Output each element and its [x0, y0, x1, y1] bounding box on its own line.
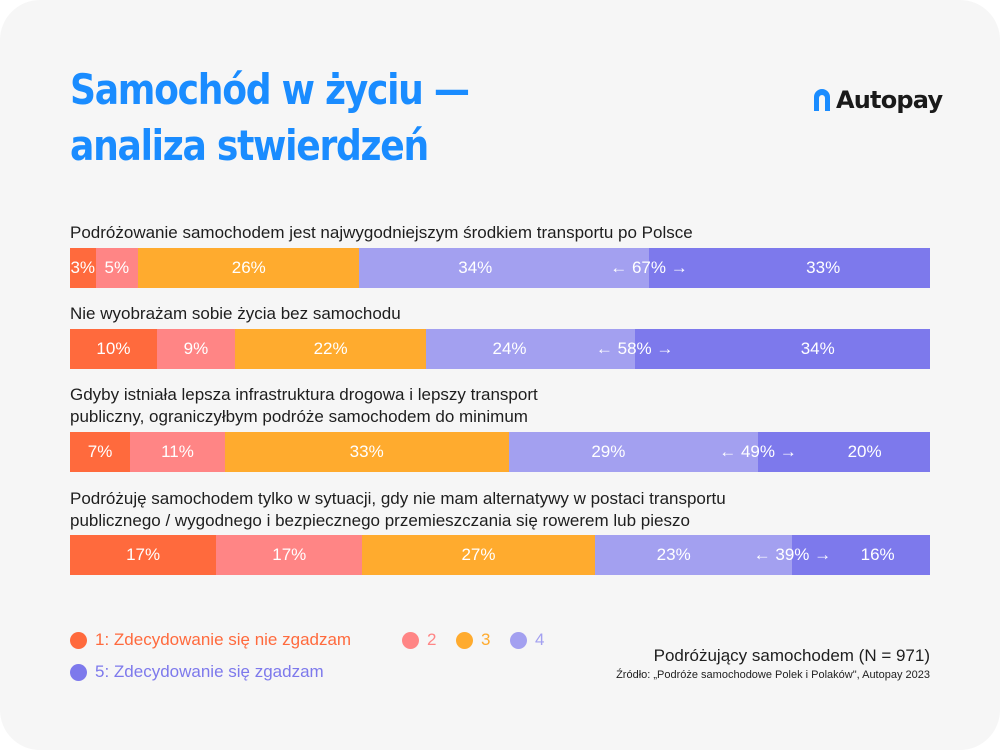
agree-total-label: ← 67% → [610, 258, 688, 277]
stacked-bar: 10% 9% 22% 24% 34% ← 58% → [70, 329, 930, 369]
legend-label: 1: Zdecydowanie się nie zgadzam [95, 630, 352, 649]
bar-segment: 3% [70, 248, 96, 288]
bar-segment: 22% [235, 329, 427, 369]
legend-item: 2 [402, 630, 436, 650]
segment-value-label: 33% [806, 258, 841, 277]
page-title: Samochód w życiu — analiza stwierdzeń [70, 62, 470, 174]
bar-segment: 7% [70, 432, 131, 472]
sample-size-note: Podróżujący samochodem (N = 971) [653, 646, 930, 665]
autopay-logo-icon [814, 89, 830, 111]
stacked-bar: 3% 5% 26% 34% 33% ← 67% → [70, 248, 930, 288]
bar-segment: 20% [757, 432, 930, 472]
source-note: Źródło: „Podróże samochodowe Polek i Pol… [616, 669, 930, 681]
legend-label: 5: Zdecydowanie się zgadzam [95, 662, 324, 681]
bar-segment: 11% [130, 432, 225, 472]
agree-total-label: ← 39% → [753, 545, 832, 564]
legend-swatch [510, 631, 527, 649]
statement-line: Nie wyobrażam sobie życia bez samochodu [70, 304, 401, 323]
segment-value-label: 9% [183, 339, 209, 358]
segment-value-label: 16% [860, 545, 895, 564]
bar-segment: 27% [362, 535, 595, 575]
segment-value-label: 17% [272, 545, 307, 564]
segment-value-label: 3% [70, 258, 96, 277]
statement-line: Gdyby istniała lepsza infrastruktura dro… [70, 385, 538, 404]
bar-segment: 26% [138, 248, 360, 288]
legend-label: 4 [535, 630, 545, 649]
legend-item: 3 [456, 630, 490, 650]
bar-segment: 34% [359, 248, 649, 288]
legend-item: 1: Zdecydowanie się nie zgadzam [70, 630, 351, 650]
statement-label: Podróżuję samochodem tylko w sytuacji, g… [70, 488, 930, 532]
logo-text: Autopay [836, 86, 943, 114]
stacked-bar: 7% 11% 33% 29% 20% ← 49% → [70, 432, 930, 472]
segment-value-label: 26% [231, 258, 266, 277]
statement-line: Podróżowanie samochodem jest najwygodnie… [70, 223, 693, 242]
segment-value-label: 24% [492, 339, 527, 358]
segment-value-label: 17% [126, 545, 161, 564]
agree-total-label: ← 58% → [595, 339, 674, 358]
bar-segment: 34% [634, 329, 930, 369]
statement-label: Gdyby istniała lepsza infrastruktura dro… [70, 384, 930, 428]
segment-value-label: 23% [656, 545, 691, 564]
segment-value-label: 7% [87, 442, 113, 461]
bar-segment: 33% [224, 432, 509, 472]
bar-segment: 17% [216, 535, 363, 575]
bar-segment: 23% [594, 535, 793, 575]
legend-label: 2 [427, 630, 437, 649]
segment-value-label: 10% [96, 339, 131, 358]
bar-segment: 24% [426, 329, 635, 369]
statement-label: Podróżowanie samochodem jest najwygodnie… [70, 222, 930, 244]
legend-swatch [70, 663, 87, 681]
segment-value-label: 20% [847, 442, 882, 461]
title-line-2: analiza stwierdzeń [70, 121, 429, 170]
segment-value-label: 22% [313, 339, 348, 358]
legend-item: 5: Zdecydowanie się zgadzam [70, 662, 324, 682]
legend-swatch [456, 631, 473, 649]
bar-segment: 16% [792, 535, 930, 575]
legend-label: 3 [481, 630, 491, 649]
segment-value-label: 5% [104, 258, 130, 277]
agree-total-label: ← 49% → [719, 442, 797, 461]
stacked-bar: 17% 17% 27% 23% 16% ← 39% → [70, 535, 930, 575]
legend-swatch [402, 631, 419, 649]
statement-line: publicznego / wygodnego i bezpiecznego p… [70, 511, 690, 530]
bar-segment: 17% [70, 535, 217, 575]
statement-line: Podróżuję samochodem tylko w sytuacji, g… [70, 489, 726, 508]
legend-swatch [70, 631, 87, 649]
segment-value-label: 27% [461, 545, 496, 564]
bar-segment: 9% [156, 329, 236, 369]
bar-segment: 33% [648, 248, 930, 288]
statement-line: publiczny, ograniczyłbym podróże samocho… [70, 407, 528, 426]
segment-value-label: 34% [458, 258, 493, 277]
bar-segment: 10% [70, 329, 157, 369]
segment-value-label: 11% [161, 442, 194, 461]
segment-value-label: 29% [591, 442, 626, 461]
segment-value-label: 33% [349, 442, 384, 461]
segment-value-label: 34% [800, 339, 835, 358]
bar-segment: 29% [508, 432, 758, 472]
statement-label: Nie wyobrażam sobie życia bez samochodu [70, 303, 930, 325]
bar-segment: 5% [95, 248, 139, 288]
legend-item: 4 [510, 630, 544, 650]
autopay-logo: Autopay [814, 86, 943, 114]
title-line-1: Samochód w życiu — [70, 65, 470, 114]
